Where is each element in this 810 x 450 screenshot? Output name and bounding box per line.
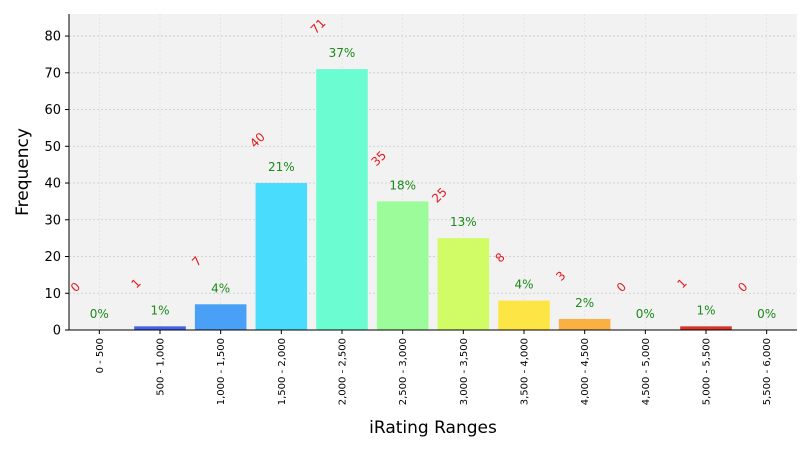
x-tick-label: 1,500 - 2,000: [277, 338, 288, 405]
y-tick-label: 20: [44, 250, 61, 265]
y-tick-label: 40: [44, 177, 61, 192]
bar-8: [498, 300, 550, 330]
percent-label: 13%: [450, 215, 477, 229]
x-tick-label: 5,500 - 6,000: [762, 338, 773, 405]
x-tick-label: 0 - 500: [95, 338, 106, 373]
y-axis-title: Frequency: [13, 128, 33, 216]
bar-9: [558, 318, 611, 330]
bar-4: [255, 183, 308, 330]
y-tick-label: 50: [44, 140, 61, 155]
y-tick-label: 0: [53, 324, 61, 339]
x-tick-label: 5,000 - 5,500: [702, 338, 713, 405]
y-tick-label: 30: [44, 213, 61, 228]
plot-area: [69, 14, 797, 330]
bar-7: [437, 238, 490, 330]
x-tick-label: 4,000 - 4,500: [580, 338, 591, 405]
bar-2: [134, 326, 186, 330]
percent-label: 0%: [636, 307, 655, 321]
percent-label: 0%: [757, 307, 776, 321]
bar-3: [194, 304, 247, 330]
percent-label: 18%: [389, 178, 416, 192]
x-tick-label: 4,500 - 5,000: [641, 338, 652, 405]
x-tick-label: 2,000 - 2,500: [338, 338, 349, 405]
y-tick-label: 80: [44, 30, 61, 45]
x-axis-title: iRating Ranges: [369, 418, 497, 438]
bar-6: [376, 201, 429, 330]
bar-5: [316, 69, 368, 331]
x-tick-label: 3,000 - 3,500: [459, 338, 470, 405]
percent-label: 4%: [211, 281, 230, 295]
y-tick-label: 60: [44, 103, 61, 118]
y-tick-label: 10: [44, 287, 61, 302]
percent-label: 21%: [268, 160, 295, 174]
bar-11: [680, 326, 732, 330]
percent-label: 2%: [575, 296, 594, 310]
percent-label: 37%: [329, 46, 356, 60]
percent-label: 0%: [90, 307, 109, 321]
x-tick-label: 1,000 - 1,500: [216, 338, 227, 405]
percent-label: 1%: [696, 303, 715, 317]
y-tick-label: 70: [44, 66, 61, 81]
x-tick-label: 3,500 - 4,000: [520, 338, 531, 405]
percent-label: 4%: [514, 278, 533, 292]
percent-label: 1%: [150, 303, 169, 317]
x-tick-label: 2,500 - 3,000: [398, 338, 409, 405]
x-tick-label: 500 - 1,000: [156, 338, 167, 396]
